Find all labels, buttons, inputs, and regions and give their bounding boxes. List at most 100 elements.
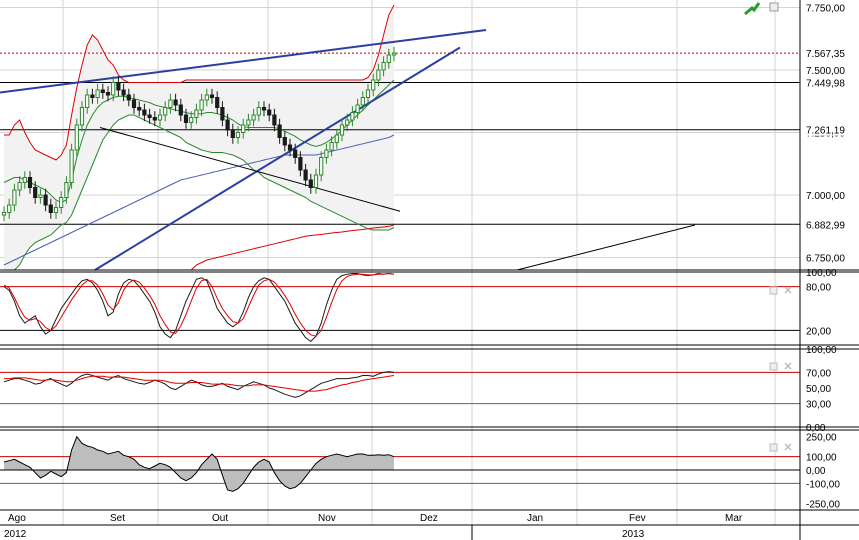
stoch-panel-restore-icon[interactable] (769, 286, 778, 295)
blue-ma-line (3, 134, 395, 266)
rsi-panel: 100,00 70,00 50,00 30,00 0,00 (0, 345, 837, 434)
month-label: Out (212, 513, 228, 524)
year-label: 2013 (622, 529, 645, 540)
candle-body (157, 114, 163, 121)
candle-body (324, 149, 329, 158)
candle-body (183, 114, 189, 123)
price-level-label: 6.882,99 (806, 220, 845, 231)
price-level-label: 7.261,19 (806, 126, 845, 137)
candle-body (360, 97, 365, 106)
candle-body (204, 94, 209, 101)
cci-line (3, 435, 395, 492)
candle-body (355, 104, 360, 113)
candle-body (365, 89, 371, 98)
rsi-tick-label: 0,00 (806, 423, 826, 434)
time-axis: Ago Set Out Nov Dez Jan Fev Mar 2012 2013 (0, 509, 859, 540)
price-label-bg (803, 217, 859, 231)
candle-body (22, 177, 27, 183)
candle-body (381, 62, 386, 71)
candle-body (131, 99, 137, 108)
price-panel-restore-icon[interactable] (769, 2, 779, 12)
candle-body (17, 182, 22, 191)
candle-body (287, 144, 293, 151)
support-trendline (94, 46, 461, 271)
candle-body (230, 129, 235, 138)
mid-band-line (3, 79, 395, 204)
candle-body (173, 99, 178, 106)
rsi-tick-label: 100,00 (806, 345, 837, 356)
price-panel: 7.750,007.500,007.250,007.000,006.750,00… (0, 4, 859, 271)
candle-body (7, 204, 12, 213)
month-label: Nov (318, 513, 336, 524)
rsi-panel-close-icon[interactable] (784, 362, 792, 370)
candle-body (163, 107, 168, 116)
price-level-label: 7.449,98 (806, 79, 845, 90)
stoch-tick-label: 100,00 (806, 268, 837, 279)
candle-body (126, 94, 131, 101)
candle-body (251, 114, 256, 121)
candle-body (386, 54, 391, 63)
candle-body (95, 89, 100, 98)
candle-body (105, 92, 111, 96)
candle-body (69, 149, 74, 183)
candle-body (59, 197, 64, 208)
candle-body (142, 109, 147, 116)
candle-body (298, 157, 303, 171)
candle-body (121, 89, 126, 96)
candle-body (53, 207, 59, 213)
channel-trendline (99, 127, 401, 212)
stoch-k-line (3, 272, 395, 343)
candle-body (178, 104, 183, 116)
stoch-tick-label: 80,00 (806, 283, 831, 294)
cci-panel: 250,00 100,00 0,00 -100,00 -250,00 (0, 433, 840, 510)
cci-tick-label: 250,00 (806, 433, 837, 444)
candle-body (376, 69, 381, 81)
month-label: Jan (527, 513, 543, 524)
candle-body (313, 174, 319, 188)
candle-body (319, 157, 324, 176)
candle-body (168, 99, 173, 108)
candle-body (199, 99, 204, 111)
candle-body (215, 97, 220, 108)
candle-body (334, 134, 339, 143)
candle-body (79, 107, 85, 126)
month-label: Fev (629, 513, 646, 524)
candle-body (220, 107, 225, 121)
candle-body (371, 79, 376, 91)
rsi-line (3, 371, 395, 398)
price-label-bg (803, 46, 859, 60)
cci-panel-close-icon[interactable] (784, 443, 792, 451)
cci-tick-label: -250,00 (806, 499, 840, 510)
candle-body (267, 109, 272, 116)
candle-body (345, 119, 350, 126)
cci-tick-label: 0,00 (806, 466, 826, 477)
candle-body (329, 142, 334, 151)
candle-body (246, 119, 251, 126)
candle-body (241, 124, 246, 133)
rsi-tick-label: 70,00 (806, 368, 831, 379)
stochastic-panel: 100,00 80,00 20,00 (0, 268, 837, 343)
month-label: Set (110, 513, 125, 524)
candle-body (116, 82, 121, 91)
cci-panel-restore-icon[interactable] (769, 443, 778, 452)
candle-body (12, 189, 17, 206)
candle-body (43, 194, 48, 206)
candle-body (350, 112, 355, 121)
candle-body (64, 182, 69, 198)
price-tick-label: 7.750,00 (806, 4, 845, 15)
candle-body (74, 124, 79, 151)
price-level-label: 7.567,35 (806, 49, 845, 60)
candle-body (48, 204, 53, 213)
candle-body (282, 137, 287, 146)
band-fill (4, 5, 394, 270)
stoch-panel-close-icon[interactable] (784, 286, 792, 294)
upper-band-line (4, 4, 395, 161)
rsi-panel-restore-icon[interactable] (769, 362, 778, 371)
price-label-bg (803, 122, 859, 136)
future-trendline (516, 224, 696, 271)
candle-body (189, 117, 194, 123)
candle-body (272, 114, 277, 126)
price-tick-label: 7.500,00 (806, 66, 845, 77)
